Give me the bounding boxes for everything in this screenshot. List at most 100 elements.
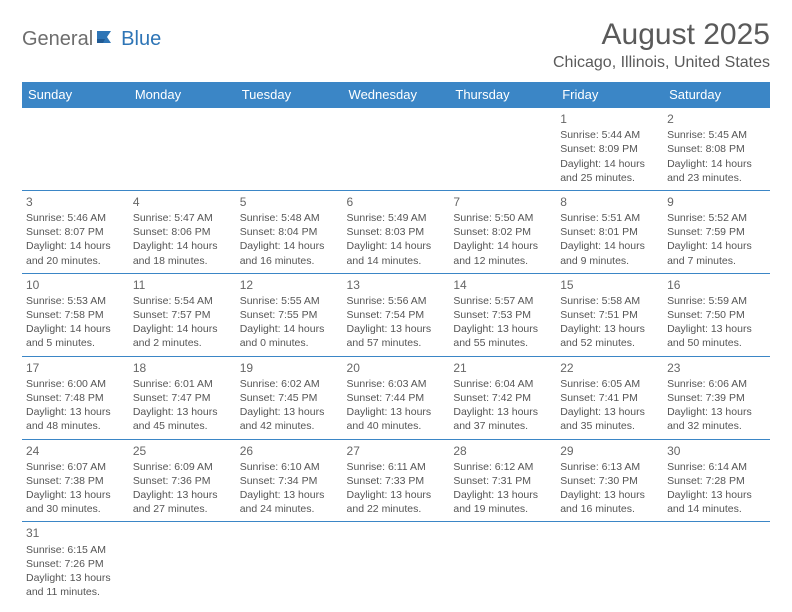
weekday-header: Wednesday xyxy=(343,82,450,108)
sunrise-line: Sunrise: 6:15 AM xyxy=(26,543,125,557)
calendar-row: 24Sunrise: 6:07 AMSunset: 7:38 PMDayligh… xyxy=(22,439,770,522)
sunrise-line: Sunrise: 5:56 AM xyxy=(347,294,446,308)
day-cell: 24Sunrise: 6:07 AMSunset: 7:38 PMDayligh… xyxy=(22,439,129,522)
sunrise-line: Sunrise: 5:54 AM xyxy=(133,294,232,308)
logo-flag-icon xyxy=(97,29,119,50)
empty-cell xyxy=(449,108,556,191)
day-number: 13 xyxy=(347,277,446,293)
daylight-line: Daylight: 14 hours and 20 minutes. xyxy=(26,239,125,267)
sunrise-line: Sunrise: 5:44 AM xyxy=(560,128,659,142)
day-number: 14 xyxy=(453,277,552,293)
daylight-line: Daylight: 13 hours and 22 minutes. xyxy=(347,488,446,516)
day-cell: 30Sunrise: 6:14 AMSunset: 7:28 PMDayligh… xyxy=(663,439,770,522)
day-number: 11 xyxy=(133,277,232,293)
sunset-line: Sunset: 7:38 PM xyxy=(26,474,125,488)
daylight-line: Daylight: 14 hours and 9 minutes. xyxy=(560,239,659,267)
day-number: 6 xyxy=(347,194,446,210)
daylight-line: Daylight: 14 hours and 5 minutes. xyxy=(26,322,125,350)
location: Chicago, Illinois, United States xyxy=(553,54,770,72)
sunset-line: Sunset: 7:42 PM xyxy=(453,391,552,405)
sunset-line: Sunset: 7:36 PM xyxy=(133,474,232,488)
sunrise-line: Sunrise: 5:59 AM xyxy=(667,294,766,308)
sunrise-line: Sunrise: 6:14 AM xyxy=(667,460,766,474)
day-number: 1 xyxy=(560,111,659,127)
sunset-line: Sunset: 7:59 PM xyxy=(667,225,766,239)
day-cell: 25Sunrise: 6:09 AMSunset: 7:36 PMDayligh… xyxy=(129,439,236,522)
day-number: 25 xyxy=(133,443,232,459)
empty-cell xyxy=(129,108,236,191)
empty-cell xyxy=(22,108,129,191)
daylight-line: Daylight: 13 hours and 42 minutes. xyxy=(240,405,339,433)
weekday-header: Thursday xyxy=(449,82,556,108)
day-cell: 29Sunrise: 6:13 AMSunset: 7:30 PMDayligh… xyxy=(556,439,663,522)
day-number: 26 xyxy=(240,443,339,459)
sunset-line: Sunset: 7:48 PM xyxy=(26,391,125,405)
sunset-line: Sunset: 8:03 PM xyxy=(347,225,446,239)
day-number: 8 xyxy=(560,194,659,210)
calendar-body: 1Sunrise: 5:44 AMSunset: 8:09 PMDaylight… xyxy=(22,108,770,605)
daylight-line: Daylight: 14 hours and 23 minutes. xyxy=(667,157,766,185)
weekday-header: Tuesday xyxy=(236,82,343,108)
weekday-row: SundayMondayTuesdayWednesdayThursdayFrid… xyxy=(22,82,770,108)
day-cell: 18Sunrise: 6:01 AMSunset: 7:47 PMDayligh… xyxy=(129,356,236,439)
day-cell: 16Sunrise: 5:59 AMSunset: 7:50 PMDayligh… xyxy=(663,273,770,356)
day-cell: 26Sunrise: 6:10 AMSunset: 7:34 PMDayligh… xyxy=(236,439,343,522)
sunset-line: Sunset: 7:57 PM xyxy=(133,308,232,322)
sunrise-line: Sunrise: 6:10 AM xyxy=(240,460,339,474)
daylight-line: Daylight: 13 hours and 14 minutes. xyxy=(667,488,766,516)
empty-cell xyxy=(236,108,343,191)
day-cell: 8Sunrise: 5:51 AMSunset: 8:01 PMDaylight… xyxy=(556,190,663,273)
sunrise-line: Sunrise: 5:46 AM xyxy=(26,211,125,225)
day-cell: 7Sunrise: 5:50 AMSunset: 8:02 PMDaylight… xyxy=(449,190,556,273)
day-number: 22 xyxy=(560,360,659,376)
sunset-line: Sunset: 7:44 PM xyxy=(347,391,446,405)
sunset-line: Sunset: 7:33 PM xyxy=(347,474,446,488)
sunset-line: Sunset: 8:01 PM xyxy=(560,225,659,239)
empty-cell xyxy=(343,108,450,191)
day-number: 30 xyxy=(667,443,766,459)
day-number: 15 xyxy=(560,277,659,293)
sunrise-line: Sunrise: 5:57 AM xyxy=(453,294,552,308)
sunrise-line: Sunrise: 6:05 AM xyxy=(560,377,659,391)
sunrise-line: Sunrise: 5:51 AM xyxy=(560,211,659,225)
daylight-line: Daylight: 14 hours and 0 minutes. xyxy=(240,322,339,350)
day-number: 12 xyxy=(240,277,339,293)
day-cell: 13Sunrise: 5:56 AMSunset: 7:54 PMDayligh… xyxy=(343,273,450,356)
sunrise-line: Sunrise: 6:01 AM xyxy=(133,377,232,391)
sunset-line: Sunset: 7:53 PM xyxy=(453,308,552,322)
calendar-row: 1Sunrise: 5:44 AMSunset: 8:09 PMDaylight… xyxy=(22,108,770,191)
day-cell: 19Sunrise: 6:02 AMSunset: 7:45 PMDayligh… xyxy=(236,356,343,439)
sunset-line: Sunset: 7:41 PM xyxy=(560,391,659,405)
sunset-line: Sunset: 7:39 PM xyxy=(667,391,766,405)
sunset-line: Sunset: 7:34 PM xyxy=(240,474,339,488)
day-cell: 5Sunrise: 5:48 AMSunset: 8:04 PMDaylight… xyxy=(236,190,343,273)
day-cell: 20Sunrise: 6:03 AMSunset: 7:44 PMDayligh… xyxy=(343,356,450,439)
day-cell: 12Sunrise: 5:55 AMSunset: 7:55 PMDayligh… xyxy=(236,273,343,356)
sunrise-line: Sunrise: 5:53 AM xyxy=(26,294,125,308)
day-cell: 23Sunrise: 6:06 AMSunset: 7:39 PMDayligh… xyxy=(663,356,770,439)
sunrise-line: Sunrise: 5:45 AM xyxy=(667,128,766,142)
calendar-head: SundayMondayTuesdayWednesdayThursdayFrid… xyxy=(22,82,770,108)
day-cell: 27Sunrise: 6:11 AMSunset: 7:33 PMDayligh… xyxy=(343,439,450,522)
day-number: 27 xyxy=(347,443,446,459)
sunset-line: Sunset: 7:30 PM xyxy=(560,474,659,488)
sunset-line: Sunset: 8:02 PM xyxy=(453,225,552,239)
daylight-line: Daylight: 14 hours and 7 minutes. xyxy=(667,239,766,267)
day-number: 24 xyxy=(26,443,125,459)
daylight-line: Daylight: 14 hours and 16 minutes. xyxy=(240,239,339,267)
sunrise-line: Sunrise: 6:12 AM xyxy=(453,460,552,474)
day-number: 19 xyxy=(240,360,339,376)
daylight-line: Daylight: 13 hours and 52 minutes. xyxy=(560,322,659,350)
day-cell: 15Sunrise: 5:58 AMSunset: 7:51 PMDayligh… xyxy=(556,273,663,356)
day-cell: 31Sunrise: 6:15 AMSunset: 7:26 PMDayligh… xyxy=(22,522,129,604)
sunset-line: Sunset: 7:55 PM xyxy=(240,308,339,322)
daylight-line: Daylight: 13 hours and 57 minutes. xyxy=(347,322,446,350)
daylight-line: Daylight: 13 hours and 45 minutes. xyxy=(133,405,232,433)
day-number: 16 xyxy=(667,277,766,293)
sunset-line: Sunset: 7:54 PM xyxy=(347,308,446,322)
sunset-line: Sunset: 8:07 PM xyxy=(26,225,125,239)
day-cell: 2Sunrise: 5:45 AMSunset: 8:08 PMDaylight… xyxy=(663,108,770,191)
sunrise-line: Sunrise: 5:52 AM xyxy=(667,211,766,225)
day-number: 17 xyxy=(26,360,125,376)
day-number: 10 xyxy=(26,277,125,293)
